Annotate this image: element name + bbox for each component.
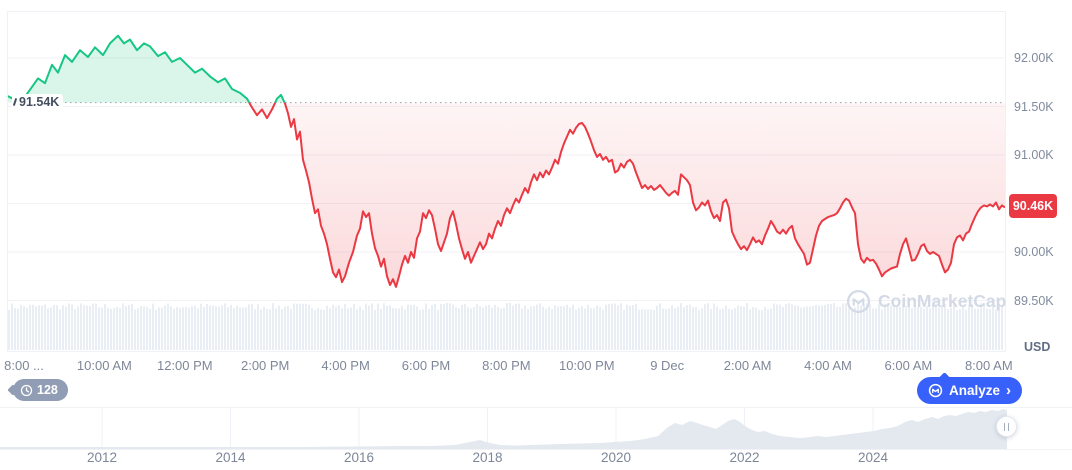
x-axis-tick: 6:00 PM: [401, 358, 451, 373]
baseline-price-flag: 91.54K: [12, 94, 64, 110]
coinmarketcap-logo-icon: [928, 383, 943, 398]
y-axis-tick: 91.00K: [1014, 148, 1054, 162]
x-axis-tick: 4:00 PM: [321, 358, 370, 373]
x-axis-tick: 4:00 AM: [804, 358, 852, 373]
handle-grip-icon: [1007, 422, 1010, 431]
analyze-button[interactable]: Analyze ›: [917, 372, 1023, 404]
timeline-year-label: 2020: [600, 450, 632, 465]
chevron-right-icon: ›: [1006, 381, 1012, 399]
x-axis-tick: 9 Dec: [650, 358, 685, 373]
clock-icon: [20, 384, 33, 396]
handle-grip-icon: [1003, 422, 1006, 431]
price-chart[interactable]: [0, 0, 1010, 356]
x-axis-tick: 2:00 PM: [240, 358, 290, 373]
timeline-year-label: 2018: [472, 450, 503, 465]
timeline-year-label: 2016: [343, 450, 375, 465]
y-axis-tick: 89.50K: [1014, 293, 1054, 308]
x-axis-tick: 8:00 ...: [4, 358, 44, 373]
x-axis-tick: 10:00 PM: [558, 358, 615, 373]
timeline-year-label: 2024: [857, 450, 889, 465]
x-axis-tick: 12:00 PM: [156, 358, 213, 373]
x-axis-tick: 10:00 AM: [76, 358, 132, 373]
x-axis-tick: 2:00 AM: [723, 358, 772, 373]
current-price-badge: 90.46K: [1009, 194, 1057, 218]
scrubber-drag-handle[interactable]: [996, 416, 1017, 437]
y-axis-tick: 92.00K: [1014, 51, 1054, 65]
history-count: 128: [37, 383, 58, 397]
timeline-scrubber[interactable]: [0, 408, 1072, 449]
timeline-bottom-border: [0, 449, 1072, 450]
x-axis-tick: 6:00 AM: [884, 358, 933, 373]
y-axis-tick: 91.50K: [1014, 99, 1054, 114]
y-axis-tick: 90.00K: [1014, 245, 1054, 259]
timeline-top-border: [0, 407, 1072, 408]
baseline-tick-icon: [12, 97, 18, 107]
analyze-label: Analyze: [949, 383, 1001, 398]
timeline-year-label: 2012: [86, 450, 118, 465]
timeline-year-label: 2014: [215, 450, 246, 465]
x-axis-tick: 8:00 PM: [482, 358, 531, 373]
x-axis-tick: 8:00 AM: [964, 358, 1013, 373]
baseline-price-label: 91.54K: [19, 95, 60, 109]
timeline-year-label: 2022: [729, 450, 760, 465]
currency-unit-label: USD: [1024, 340, 1051, 354]
